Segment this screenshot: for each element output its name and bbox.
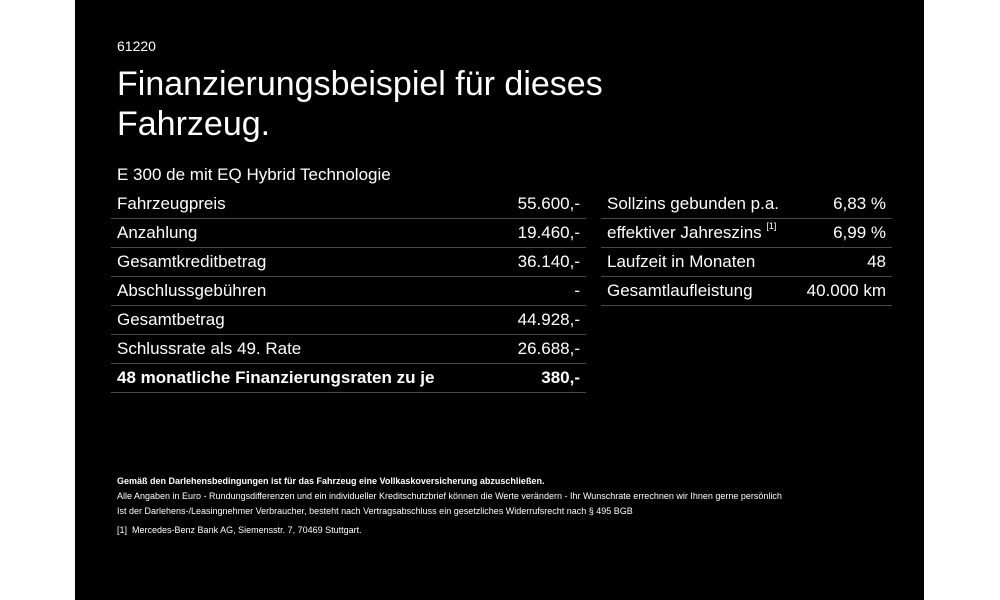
row-value: 380,- <box>498 363 586 393</box>
withdrawal-note: Ist der Darlehens-/Leasingnehmer Verbrau… <box>117 506 633 516</box>
footnote-marker: [1] <box>117 525 128 535</box>
row-value: 55.600,- <box>498 190 586 219</box>
table-row: Gesamtlaufleistung 40.000 km <box>601 276 892 306</box>
row-value: 26.688,- <box>498 334 586 364</box>
row-value: 36.140,- <box>498 247 586 277</box>
row-label: Laufzeit in Monaten <box>601 247 796 277</box>
row-label: Gesamtbetrag <box>111 305 499 335</box>
disclaimer-line: Alle Angaben in Euro - Rundungsdifferenz… <box>117 491 782 501</box>
row-value: 6,99 % <box>795 218 892 248</box>
vehicle-model: E 300 de mit EQ Hybrid Technologie <box>117 165 391 184</box>
row-label: Schlussrate als 49. Rate <box>111 334 499 364</box>
row-label: Gesamtkreditbetrag <box>111 247 499 277</box>
table-row: Sollzins gebunden p.a. 6,83 % <box>601 190 892 219</box>
interest-terms-table: Sollzins gebunden p.a. 6,83 % effektiver… <box>601 190 892 306</box>
offer-code: 61220 <box>117 38 156 54</box>
row-value: 48 <box>795 247 892 277</box>
table-row: Laufzeit in Monaten 48 <box>601 247 892 277</box>
table-row: effektiver Jahreszins [1] 6,99 % <box>601 218 892 248</box>
row-value: 44.928,- <box>498 305 586 335</box>
insurance-note: Gemäß den Darlehensbedingungen ist für d… <box>117 476 545 486</box>
table-row: Schlussrate als 49. Rate 26.688,- <box>111 334 586 364</box>
row-value: - <box>498 276 586 306</box>
row-label: Gesamtlaufleistung <box>601 276 796 306</box>
table-row: Abschlussgebühren - <box>111 276 586 306</box>
monthly-rate-row: 48 monatliche Finanzierungsraten zu je 3… <box>111 363 586 393</box>
row-label: Anzahlung <box>111 218 499 248</box>
row-label: 48 monatliche Finanzierungsraten zu je <box>111 363 499 393</box>
footnote-text: Mercedes-Benz Bank AG, Siemensstr. 7, 70… <box>132 525 362 535</box>
page-title: Finanzierungsbeispiel für dieses Fahrzeu… <box>117 65 603 143</box>
row-value: 40.000 km <box>795 276 892 306</box>
legal-notes: Gemäß den Darlehensbedingungen ist für d… <box>117 474 897 538</box>
row-label: effektiver Jahreszins [1] <box>601 218 796 248</box>
table-row: Gesamtkreditbetrag 36.140,- <box>111 247 586 277</box>
footnote-marker: [1] <box>766 221 777 231</box>
table-row: Fahrzeugpreis 55.600,- <box>111 190 586 219</box>
row-label: Fahrzeugpreis <box>111 190 499 219</box>
table-row: Gesamtbetrag 44.928,- <box>111 305 586 335</box>
row-value: 6,83 % <box>795 190 892 219</box>
footnote: [1] Mercedes-Benz Bank AG, Siemensstr. 7… <box>117 523 897 538</box>
financing-table: Fahrzeugpreis 55.600,- Anzahlung 19.460,… <box>111 190 586 393</box>
financing-panel: 61220 Finanzierungsbeispiel für dieses F… <box>75 0 924 600</box>
row-label: Sollzins gebunden p.a. <box>601 190 796 219</box>
row-label: Abschlussgebühren <box>111 276 499 306</box>
table-row: Anzahlung 19.460,- <box>111 218 586 248</box>
row-value: 19.460,- <box>498 218 586 248</box>
row-label-text: effektiver Jahreszins <box>607 223 762 242</box>
